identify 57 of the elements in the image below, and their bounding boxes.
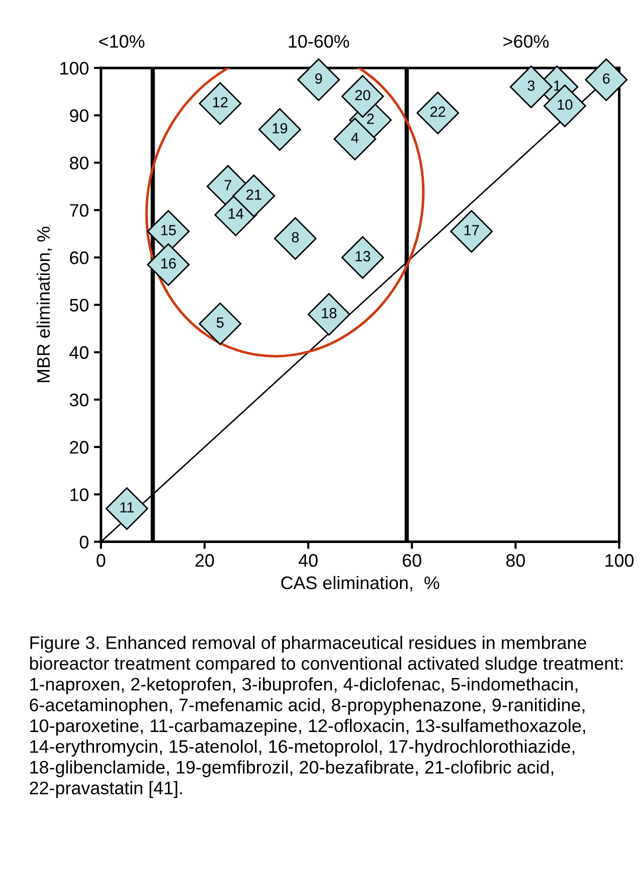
y-tick-label: 90 <box>70 109 88 122</box>
y-tick-label: 20 <box>70 440 88 454</box>
series-label: 8 <box>292 232 299 242</box>
point <box>341 236 384 279</box>
series-label: 9 <box>315 73 322 84</box>
x-tick-label: 20 <box>195 554 214 567</box>
y-tick-label: 80 <box>70 156 88 170</box>
point <box>510 66 552 108</box>
series-label: 13 <box>356 251 370 262</box>
series-label: 21 <box>246 189 262 200</box>
point <box>258 108 302 151</box>
series-label: 17 <box>464 225 479 236</box>
text: >60% <box>503 35 549 48</box>
series-label: 14 <box>228 208 244 219</box>
series-label: 5 <box>216 318 224 328</box>
point <box>274 217 317 260</box>
series-label: 3 <box>528 80 535 91</box>
series-label: 11 <box>120 502 134 512</box>
x-tick-label: 60 <box>402 554 422 567</box>
series-label: 18 <box>322 308 336 318</box>
y-tick-label: 70 <box>70 204 88 217</box>
text: 10-60% <box>288 35 350 48</box>
y-axis-title: MBR elimination, % <box>36 226 52 382</box>
point <box>198 82 242 125</box>
y-tick-label: 60 <box>70 251 88 264</box>
series-label: 20 <box>355 90 370 100</box>
series-label: 2 <box>367 114 374 124</box>
x-tick-label: 40 <box>298 554 318 567</box>
series-label: 7 <box>224 180 232 190</box>
series-label: 10 <box>558 99 572 110</box>
series-label: 6 <box>602 73 610 84</box>
y-tick-label: 0 <box>80 536 88 548</box>
y-tick-label: 10 <box>70 488 88 502</box>
point <box>450 210 493 253</box>
point <box>297 58 340 102</box>
series-label: 15 <box>161 225 176 236</box>
series-label: 19 <box>272 123 288 134</box>
caption: Figure 3. Enhanced removal of pharmaceutical residues in membrane bioreactor treatment compared to conventional activated sludge treatment: 1-naproxen, 2-ketoprofen, 3-ibuprofen, 4-diclofenac, 5-indomethacin, 6-acetaminophen, 7-mefenamic acid, 8-propyphenazone, 9-ranitidine, 10-paroxetine, 11-carbamazepine, 12-ofloxacin, 13-sulfamethoxazole, 14-erythromycin, 15-atenolol, 16-metoprolol, 17-hydrochlorothiazide, 18-glibenclamide, 19-gemfibrozil, 20-bezafibrate, 21-clofibric acid, 22-pravastatin [41]. <box>30 636 622 798</box>
x-axis-title: CAS elimination, % <box>281 576 440 592</box>
x-tick-label: 80 <box>506 554 525 567</box>
y-tick-label: 30 <box>70 394 88 406</box>
text: <10% <box>99 35 144 48</box>
series-label: 22 <box>430 106 446 117</box>
series-label: 16 <box>161 258 176 268</box>
x-tick-label: 100 <box>606 554 634 567</box>
point <box>416 92 460 134</box>
point <box>198 302 242 346</box>
point <box>106 487 148 530</box>
y-tick-label: 50 <box>70 298 88 312</box>
point <box>584 58 628 102</box>
y-tick-label: 100 <box>60 62 88 75</box>
y-tick-label: 40 <box>69 346 88 359</box>
point <box>147 243 190 286</box>
series-label: 4 <box>351 132 359 143</box>
point <box>308 293 350 336</box>
x-tick-label: 0 <box>96 554 106 567</box>
series-label: 12 <box>213 97 228 108</box>
